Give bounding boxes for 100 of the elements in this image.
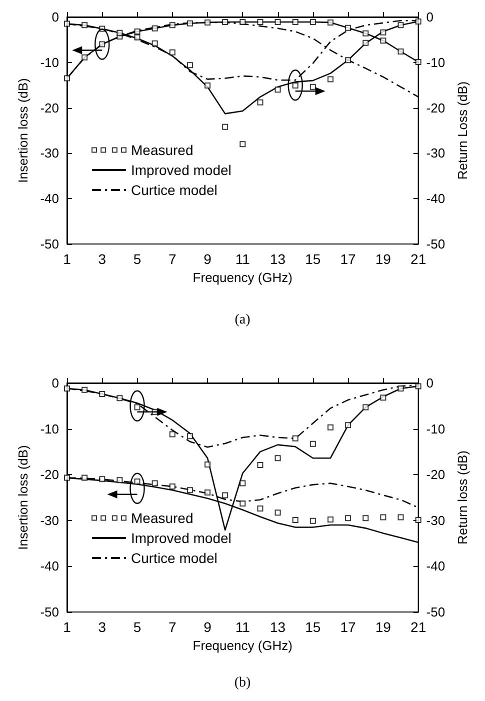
point: [274, 86, 281, 93]
y-tick-label: -20: [40, 467, 59, 482]
point: [398, 48, 404, 55]
point: [345, 24, 352, 31]
point: [257, 462, 264, 468]
x-tick-label: 1: [63, 619, 72, 635]
point: [398, 514, 404, 520]
point: [116, 30, 123, 36]
y2-tick-label: -10: [426, 54, 446, 70]
point: [274, 455, 281, 462]
point: [292, 18, 298, 25]
point: [116, 477, 123, 484]
x-tick-label: 11: [235, 251, 250, 267]
y-tick-label: 0: [52, 376, 59, 390]
x-tick-label: 13: [270, 619, 286, 635]
point: [398, 385, 404, 392]
point: [152, 25, 158, 32]
legend-label: Curtice model: [131, 550, 218, 566]
point: [64, 385, 70, 392]
y-tick-label: -40: [40, 558, 59, 574]
x-tick-label: 17: [340, 251, 356, 267]
point: [222, 492, 228, 498]
point: [345, 57, 352, 64]
x-tick-label: 19: [375, 619, 392, 635]
point: [82, 386, 88, 393]
y-axis-title: Insertion loss (dB): [15, 78, 30, 183]
point: [274, 510, 281, 516]
point: [134, 34, 140, 40]
point: [186, 20, 193, 26]
point: [274, 18, 281, 25]
y-tick-label: -30: [40, 512, 59, 528]
point: [257, 99, 264, 106]
point: [134, 404, 140, 410]
point: [204, 489, 211, 496]
point: [169, 22, 176, 28]
point: [204, 19, 211, 26]
y-tick-label: -30: [40, 146, 59, 161]
y2-axis-title: Return loss (dB): [455, 450, 470, 544]
y2-tick-label: 0: [426, 376, 434, 390]
x-tick-label: 1: [63, 251, 72, 267]
point: [310, 518, 316, 524]
y-tick-label: -50: [40, 236, 59, 252]
point: [240, 480, 246, 486]
point: [327, 76, 334, 82]
y2-tick-label: -20: [426, 100, 446, 116]
y-tick-label: 0: [52, 10, 59, 24]
x-tick-label: 9: [204, 619, 212, 635]
y-tick-label: -10: [40, 54, 59, 70]
point: [327, 424, 334, 430]
point: [240, 500, 246, 506]
point: [398, 22, 404, 28]
point: [99, 41, 106, 48]
y2-tick-label: -20: [426, 467, 446, 482]
point: [415, 18, 422, 25]
x-tick-label: 17: [340, 619, 356, 635]
point: [134, 478, 140, 484]
x-tick-label: 7: [168, 619, 176, 635]
point: [380, 394, 386, 401]
point: [222, 124, 228, 130]
point: [380, 514, 386, 520]
point: [310, 440, 316, 447]
point: [327, 19, 334, 26]
y2-tick-label: -50: [426, 236, 446, 252]
point: [82, 474, 88, 481]
y2-tick-label: -40: [426, 558, 446, 574]
point: [310, 84, 316, 90]
point: [169, 484, 176, 490]
point: [82, 22, 88, 28]
point: [152, 40, 158, 46]
point: [186, 62, 193, 68]
x-axis-title: Frequency (GHz): [192, 638, 293, 653]
legend-label: Improved model: [131, 530, 232, 546]
point: [99, 476, 106, 482]
x-tick-label: 21: [410, 619, 426, 635]
point: [82, 54, 88, 60]
x-tick-label: 21: [410, 251, 426, 267]
text: (b): [234, 676, 251, 690]
y-tick-label: -40: [40, 191, 59, 206]
point: [415, 383, 422, 390]
point: [292, 516, 298, 523]
y-tick-label: -50: [40, 604, 59, 620]
point: [99, 390, 106, 397]
x-tick-label: 19: [375, 251, 392, 267]
point: [345, 515, 352, 522]
point: [415, 516, 422, 523]
point: [362, 404, 369, 410]
y-tick-label: -10: [40, 421, 59, 436]
point: [345, 422, 352, 428]
legend-label: Curtice model: [131, 182, 218, 198]
y2-tick-label: 0: [426, 10, 434, 24]
y-tick-label: -20: [40, 100, 59, 116]
point: [204, 82, 211, 89]
point: [116, 395, 123, 402]
point: [362, 40, 369, 46]
y2-tick-label: -30: [426, 512, 446, 528]
x-axis-title: Frequency (GHz): [192, 270, 293, 285]
x-tick-label: 11: [235, 619, 250, 635]
point: [415, 58, 422, 65]
point: [64, 474, 70, 481]
x-tick-label: 15: [305, 619, 321, 635]
